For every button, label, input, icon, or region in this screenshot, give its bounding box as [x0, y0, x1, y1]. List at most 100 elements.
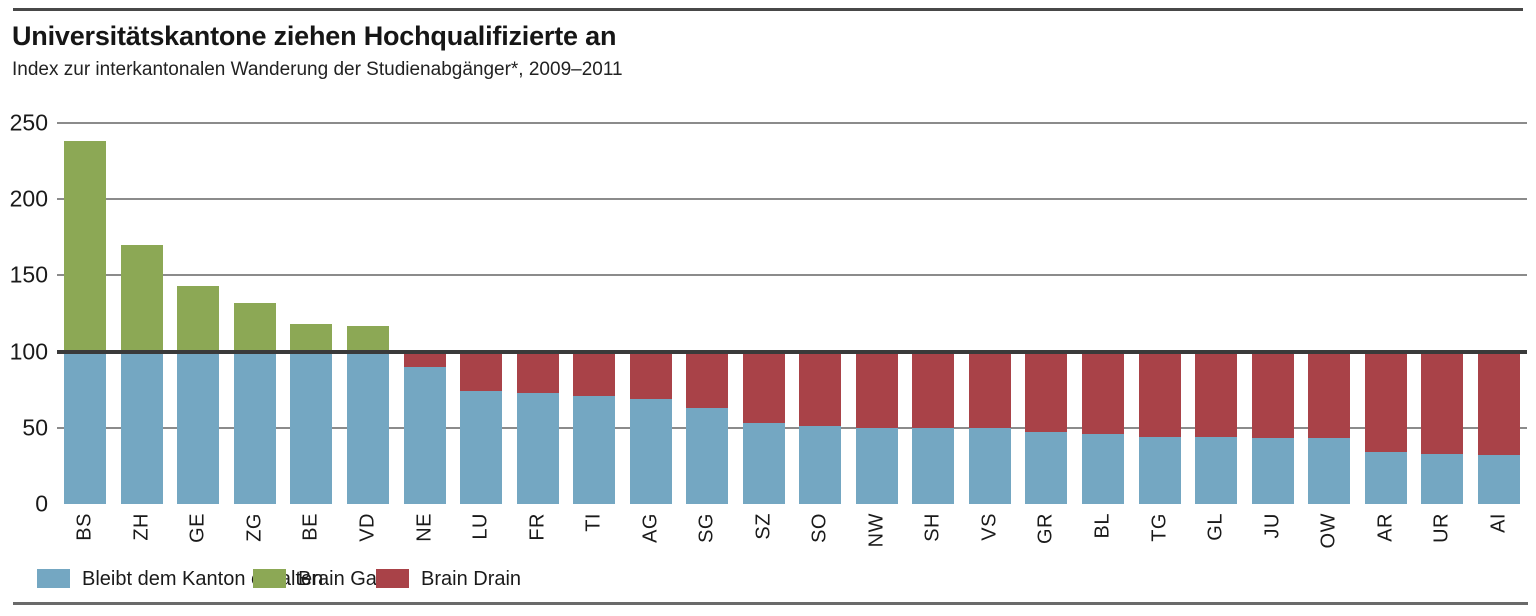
x-tick-text: VD — [356, 513, 379, 542]
x-tick-label-ZH: ZH — [130, 513, 165, 546]
x-tick-text: SG — [695, 513, 718, 543]
x-tick-text: TG — [1148, 513, 1170, 542]
bar-TI-retained — [573, 395, 616, 504]
x-tick-label-JU: JU — [1261, 513, 1296, 543]
bar-AR-retained — [1364, 452, 1407, 504]
x-tick-text: GR — [1034, 513, 1057, 544]
bar-GE-retained — [177, 351, 220, 504]
bar-TI-drain — [573, 351, 616, 396]
x-tick-label-BL: BL — [1091, 513, 1126, 543]
chart-title: Universitätskantone ziehen Hochqualifizi… — [12, 21, 617, 51]
bar-BE-retained — [290, 351, 333, 504]
gridline-50 — [57, 426, 1527, 429]
x-tick-text: TI — [582, 513, 605, 532]
bar-SG-drain — [686, 351, 729, 408]
legend-label: Bleibt dem Kanton erhalten — [82, 568, 324, 590]
bar-NW-drain — [855, 351, 898, 428]
bar-SZ-retained — [742, 423, 785, 504]
x-tick-label-BS: BS — [74, 513, 108, 546]
bar-ZH-retained — [120, 351, 163, 504]
bar-NE-retained — [403, 366, 446, 504]
x-tick-label-ZG: ZG — [243, 513, 278, 547]
x-tick-label-SG: SG — [696, 513, 730, 548]
bottom-rule — [13, 602, 1528, 605]
x-tick-text: SZ — [752, 513, 775, 540]
x-tick-label-SO: SO — [809, 513, 843, 548]
bar-BS-retained — [64, 351, 107, 504]
legend-swatch-icon — [37, 569, 70, 588]
x-tick-label-OW: OW — [1318, 513, 1352, 553]
legend-swatch-icon — [253, 569, 286, 588]
x-tick-text: BS — [73, 513, 96, 541]
x-tick-label-SH: SH — [922, 513, 956, 547]
x-tick-text: AR — [1374, 513, 1397, 542]
x-tick-text: ZG — [243, 513, 266, 542]
x-tick-label-GE: GE — [187, 513, 221, 548]
bar-SG-retained — [686, 408, 729, 504]
x-tick-text: GE — [186, 513, 209, 543]
x-tick-text: SO — [808, 513, 831, 543]
bar-FR-retained — [516, 392, 559, 504]
bar-OW-retained — [1308, 438, 1351, 504]
bar-SO-drain — [799, 351, 842, 427]
bar-SH-retained — [912, 427, 955, 504]
index-100-baseline — [57, 349, 1527, 354]
bar-BL-drain — [1081, 351, 1124, 434]
x-tick-label-GR: GR — [1035, 513, 1069, 549]
x-tick-label-LU: LU — [470, 513, 504, 545]
bar-UR-drain — [1421, 351, 1464, 454]
x-tick-label-AR: AR — [1374, 513, 1409, 547]
x-tick-label-AI: AI — [1487, 513, 1522, 538]
bar-SO-retained — [799, 426, 842, 504]
bar-GR-drain — [1025, 351, 1068, 433]
x-tick-text: JU — [1261, 513, 1284, 539]
x-tick-text: LU — [469, 513, 492, 540]
legend-label: Brain Gain — [298, 568, 393, 590]
bar-VS-retained — [968, 427, 1011, 504]
x-tick-text: FR — [526, 513, 549, 541]
bar-AI-drain — [1477, 351, 1520, 456]
x-tick-text: VS — [978, 513, 1001, 541]
y-tick-label-150: 150 — [9, 261, 48, 288]
bar-SZ-drain — [742, 351, 785, 424]
x-tick-text: AI — [1487, 513, 1510, 533]
bar-VD-gain — [346, 325, 389, 352]
x-tick-text: NE — [413, 513, 435, 542]
x-tick-label-VS: VS — [978, 513, 1013, 546]
x-tick-text: OW — [1317, 513, 1340, 549]
bar-VS-drain — [968, 351, 1011, 428]
bar-VD-retained — [346, 351, 389, 504]
gridline-250 — [57, 122, 1527, 124]
bar-NW-retained — [855, 427, 898, 504]
gridline-150 — [57, 274, 1527, 277]
bar-JU-drain — [1251, 351, 1294, 439]
x-tick-label-UR: UR — [1431, 513, 1465, 548]
x-tick-text: GL — [1204, 513, 1227, 541]
bar-LU-drain — [460, 351, 503, 392]
y-tick-label-250: 250 — [9, 109, 48, 136]
x-tick-label-TG: TG — [1148, 513, 1183, 547]
bar-ZG-gain — [233, 302, 276, 352]
bar-NE-drain — [403, 351, 446, 367]
bar-TG-retained — [1138, 436, 1181, 504]
bar-GL-retained — [1195, 436, 1238, 504]
bar-BS-gain — [64, 141, 107, 352]
x-tick-label-SZ: SZ — [752, 513, 787, 545]
x-tick-text: UR — [1430, 513, 1453, 543]
legend-label: Brain Drain — [421, 568, 522, 590]
x-tick-label-NE: NE — [413, 513, 448, 547]
bar-UR-retained — [1421, 453, 1464, 504]
x-tick-label-BE: BE — [300, 513, 334, 546]
bar-ZG-retained — [233, 351, 276, 504]
x-tick-text: SH — [921, 513, 944, 542]
bar-AR-drain — [1364, 351, 1407, 453]
y-tick-label-100: 100 — [9, 338, 48, 365]
bar-JU-retained — [1251, 438, 1294, 504]
gridline-200 — [57, 198, 1527, 201]
x-tick-text: BL — [1091, 513, 1114, 539]
bar-BL-retained — [1081, 433, 1124, 504]
x-tick-text: AG — [639, 513, 662, 543]
bar-AG-drain — [629, 351, 672, 399]
bar-BE-gain — [290, 324, 333, 352]
